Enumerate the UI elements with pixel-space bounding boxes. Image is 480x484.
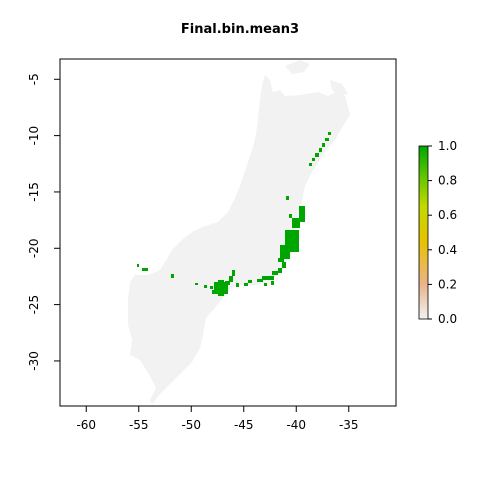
presence-cell <box>204 285 207 288</box>
legend-colorbar <box>418 145 429 320</box>
land-mainland <box>128 75 350 404</box>
land-area <box>128 60 350 404</box>
presence-cell <box>244 283 248 286</box>
presence-cell <box>292 218 300 228</box>
presence-cell <box>299 206 305 222</box>
presence-cell <box>272 271 278 275</box>
x-axis: -60 -55 -50 -45 -40 -35 <box>76 406 359 432</box>
presence-cell <box>210 286 213 289</box>
x-tick-label: -40 <box>286 418 306 432</box>
presence-cell <box>286 196 289 200</box>
presence-cell <box>289 214 292 218</box>
y-tick-label: -10 <box>27 126 41 146</box>
presence-cell <box>218 280 224 296</box>
land-northeast-coast <box>330 80 348 96</box>
y-tick-label: -25 <box>27 295 41 315</box>
presence-cell <box>325 138 329 141</box>
presence-cell <box>309 163 312 166</box>
x-tick-label: -35 <box>339 418 359 432</box>
legend-tick-label: 0.8 <box>438 174 457 188</box>
presence-cell <box>257 279 263 282</box>
legend-tick-label: 0.6 <box>438 208 457 222</box>
presence-cell <box>137 264 139 267</box>
presence-cell <box>315 153 319 157</box>
y-tick-label: -15 <box>27 182 41 202</box>
plot-frame <box>59 58 397 407</box>
y-tick-label: -5 <box>27 73 41 85</box>
presence-cell <box>229 276 233 282</box>
presence-cells <box>137 132 331 296</box>
presence-cell <box>278 268 282 273</box>
presence-cell <box>278 258 284 262</box>
y-tick-label: -20 <box>27 238 41 258</box>
presence-cell <box>171 274 174 278</box>
map-title: Final.bin.mean3 <box>180 22 300 37</box>
y-axis: -5 -10 -15 -20 -25 -30 <box>27 73 60 371</box>
presence-cell <box>322 143 325 147</box>
x-tick-label: -55 <box>129 418 149 432</box>
presence-cell <box>282 262 286 268</box>
x-tick-label: -45 <box>234 418 254 432</box>
legend-tick-label: 1.0 <box>438 139 457 153</box>
presence-cell <box>271 281 274 285</box>
presence-cell <box>232 270 235 276</box>
y-tick-label: -30 <box>27 351 41 371</box>
legend-tick-label: 0.0 <box>438 312 457 326</box>
presence-cell <box>262 276 274 280</box>
legend-tick-label: 0.2 <box>438 277 457 291</box>
presence-cell <box>312 158 315 161</box>
presence-cell <box>248 280 252 283</box>
legend-tick-label: 0.4 <box>438 243 457 257</box>
presence-cell <box>280 245 290 259</box>
legend-ticks: 0.0 0.2 0.4 0.6 0.8 1.0 <box>428 139 457 326</box>
legend: 0.0 0.2 0.4 0.6 0.8 1.0 <box>418 139 457 326</box>
presence-cell <box>264 283 267 286</box>
presence-cell <box>319 148 322 152</box>
x-tick-label: -60 <box>76 418 96 432</box>
presence-cell <box>328 132 331 135</box>
presence-cell <box>195 283 198 285</box>
x-tick-label: -50 <box>181 418 201 432</box>
presence-cell <box>212 290 216 294</box>
land-north-fragment <box>285 60 310 74</box>
presence-cell <box>142 268 148 271</box>
presence-cell <box>236 283 239 287</box>
